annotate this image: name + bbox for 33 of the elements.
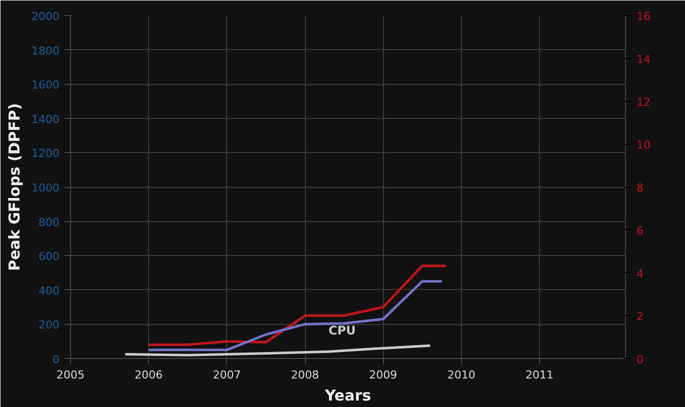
y2-tick-label: 10: [636, 138, 650, 152]
y2-tick-label: 6: [636, 224, 644, 238]
y2-tick-label: 0: [636, 353, 644, 366]
x-tick-label: 2005: [56, 368, 85, 382]
line-series: [147, 280, 444, 352]
x-tick-label: 2009: [369, 368, 398, 382]
x-tick-label: 2006: [134, 368, 163, 382]
series-label: CPU: [328, 324, 356, 338]
y2-tick-label: 4: [636, 267, 644, 280]
y-tick-label: 1000: [32, 182, 60, 194]
y-tick-label: 1600: [32, 78, 60, 92]
y-tick-label: 2000: [32, 10, 60, 23]
y2-tick-label: 14: [636, 52, 650, 66]
y-tick-label: 0: [52, 353, 60, 366]
y2-tick-label: 12: [636, 96, 650, 109]
x-axis-title: Years: [324, 386, 372, 404]
y2-tick-label: 2: [636, 310, 644, 324]
y-tick-label: 1800: [32, 44, 60, 58]
line-series: [124, 344, 432, 356]
y2-tick-label: 16: [636, 10, 650, 23]
y-tick-label: 600: [38, 250, 60, 264]
y-tick-label: 1400: [32, 112, 60, 126]
y-tick-label: 1200: [32, 147, 60, 160]
y-axis-title: Peak GFlops (DPFP): [6, 103, 24, 271]
x-tick-label: 2008: [291, 368, 320, 382]
y-tick-label: 200: [38, 318, 60, 332]
y-tick-label: 800: [38, 216, 60, 229]
y2-tick-label: 8: [636, 182, 644, 194]
line-series: [147, 264, 447, 346]
y-tick-label: 400: [38, 284, 60, 298]
x-tick-label: 2010: [447, 368, 476, 382]
x-tick-label: 2011: [526, 368, 554, 382]
x-tick-label: 2007: [212, 368, 241, 382]
